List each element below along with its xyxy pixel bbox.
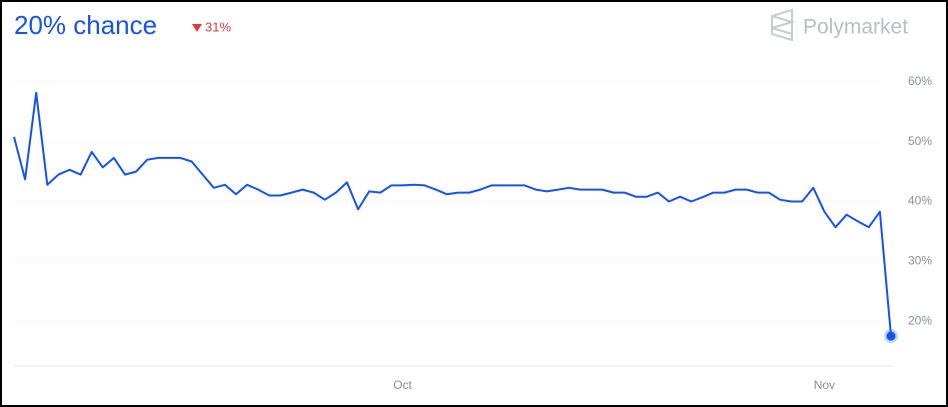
y-tick-label: 60% xyxy=(908,74,932,88)
y-tick-label: 20% xyxy=(908,313,932,327)
y-tick-label: 40% xyxy=(908,194,932,208)
end-marker xyxy=(886,331,896,341)
y-tick-label: 30% xyxy=(908,254,932,268)
y-tick-label: 50% xyxy=(908,134,932,148)
brand-logo xyxy=(771,8,796,42)
change-arrow xyxy=(192,24,202,32)
price-line xyxy=(13,91,892,337)
brand-name: Polymarket xyxy=(803,16,908,39)
chart-title: 20% chance xyxy=(14,10,157,40)
x-tick-label: Nov xyxy=(814,378,835,392)
change-label: 31% xyxy=(205,19,231,34)
x-tick-label: Oct xyxy=(393,378,412,392)
